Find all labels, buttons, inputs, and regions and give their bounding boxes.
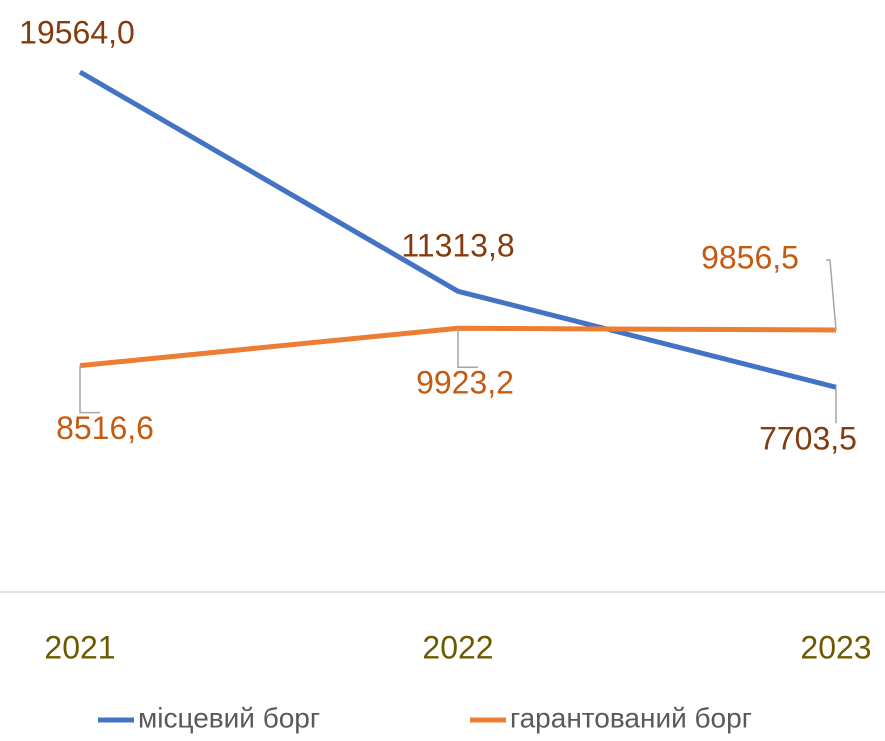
leader-line xyxy=(457,328,478,368)
x-tick-label: 2021 xyxy=(44,629,115,665)
data-label: 9923,2 xyxy=(416,365,514,401)
data-label: 9856,5 xyxy=(701,239,799,275)
leader-line xyxy=(79,365,100,414)
series-line xyxy=(79,325,837,369)
x-tick-label: 2023 xyxy=(800,629,871,665)
x-tick-label: 2022 xyxy=(422,629,493,665)
data-label: 8516,6 xyxy=(56,410,154,446)
data-label: 11313,8 xyxy=(401,228,514,264)
leader-line xyxy=(826,259,837,331)
data-label: 19564,0 xyxy=(19,14,135,50)
data-label: 7703,5 xyxy=(759,421,857,457)
legend-label: місцевий борг xyxy=(138,702,320,733)
legend-label: гарантований борг xyxy=(510,702,752,733)
series-line xyxy=(78,69,837,390)
